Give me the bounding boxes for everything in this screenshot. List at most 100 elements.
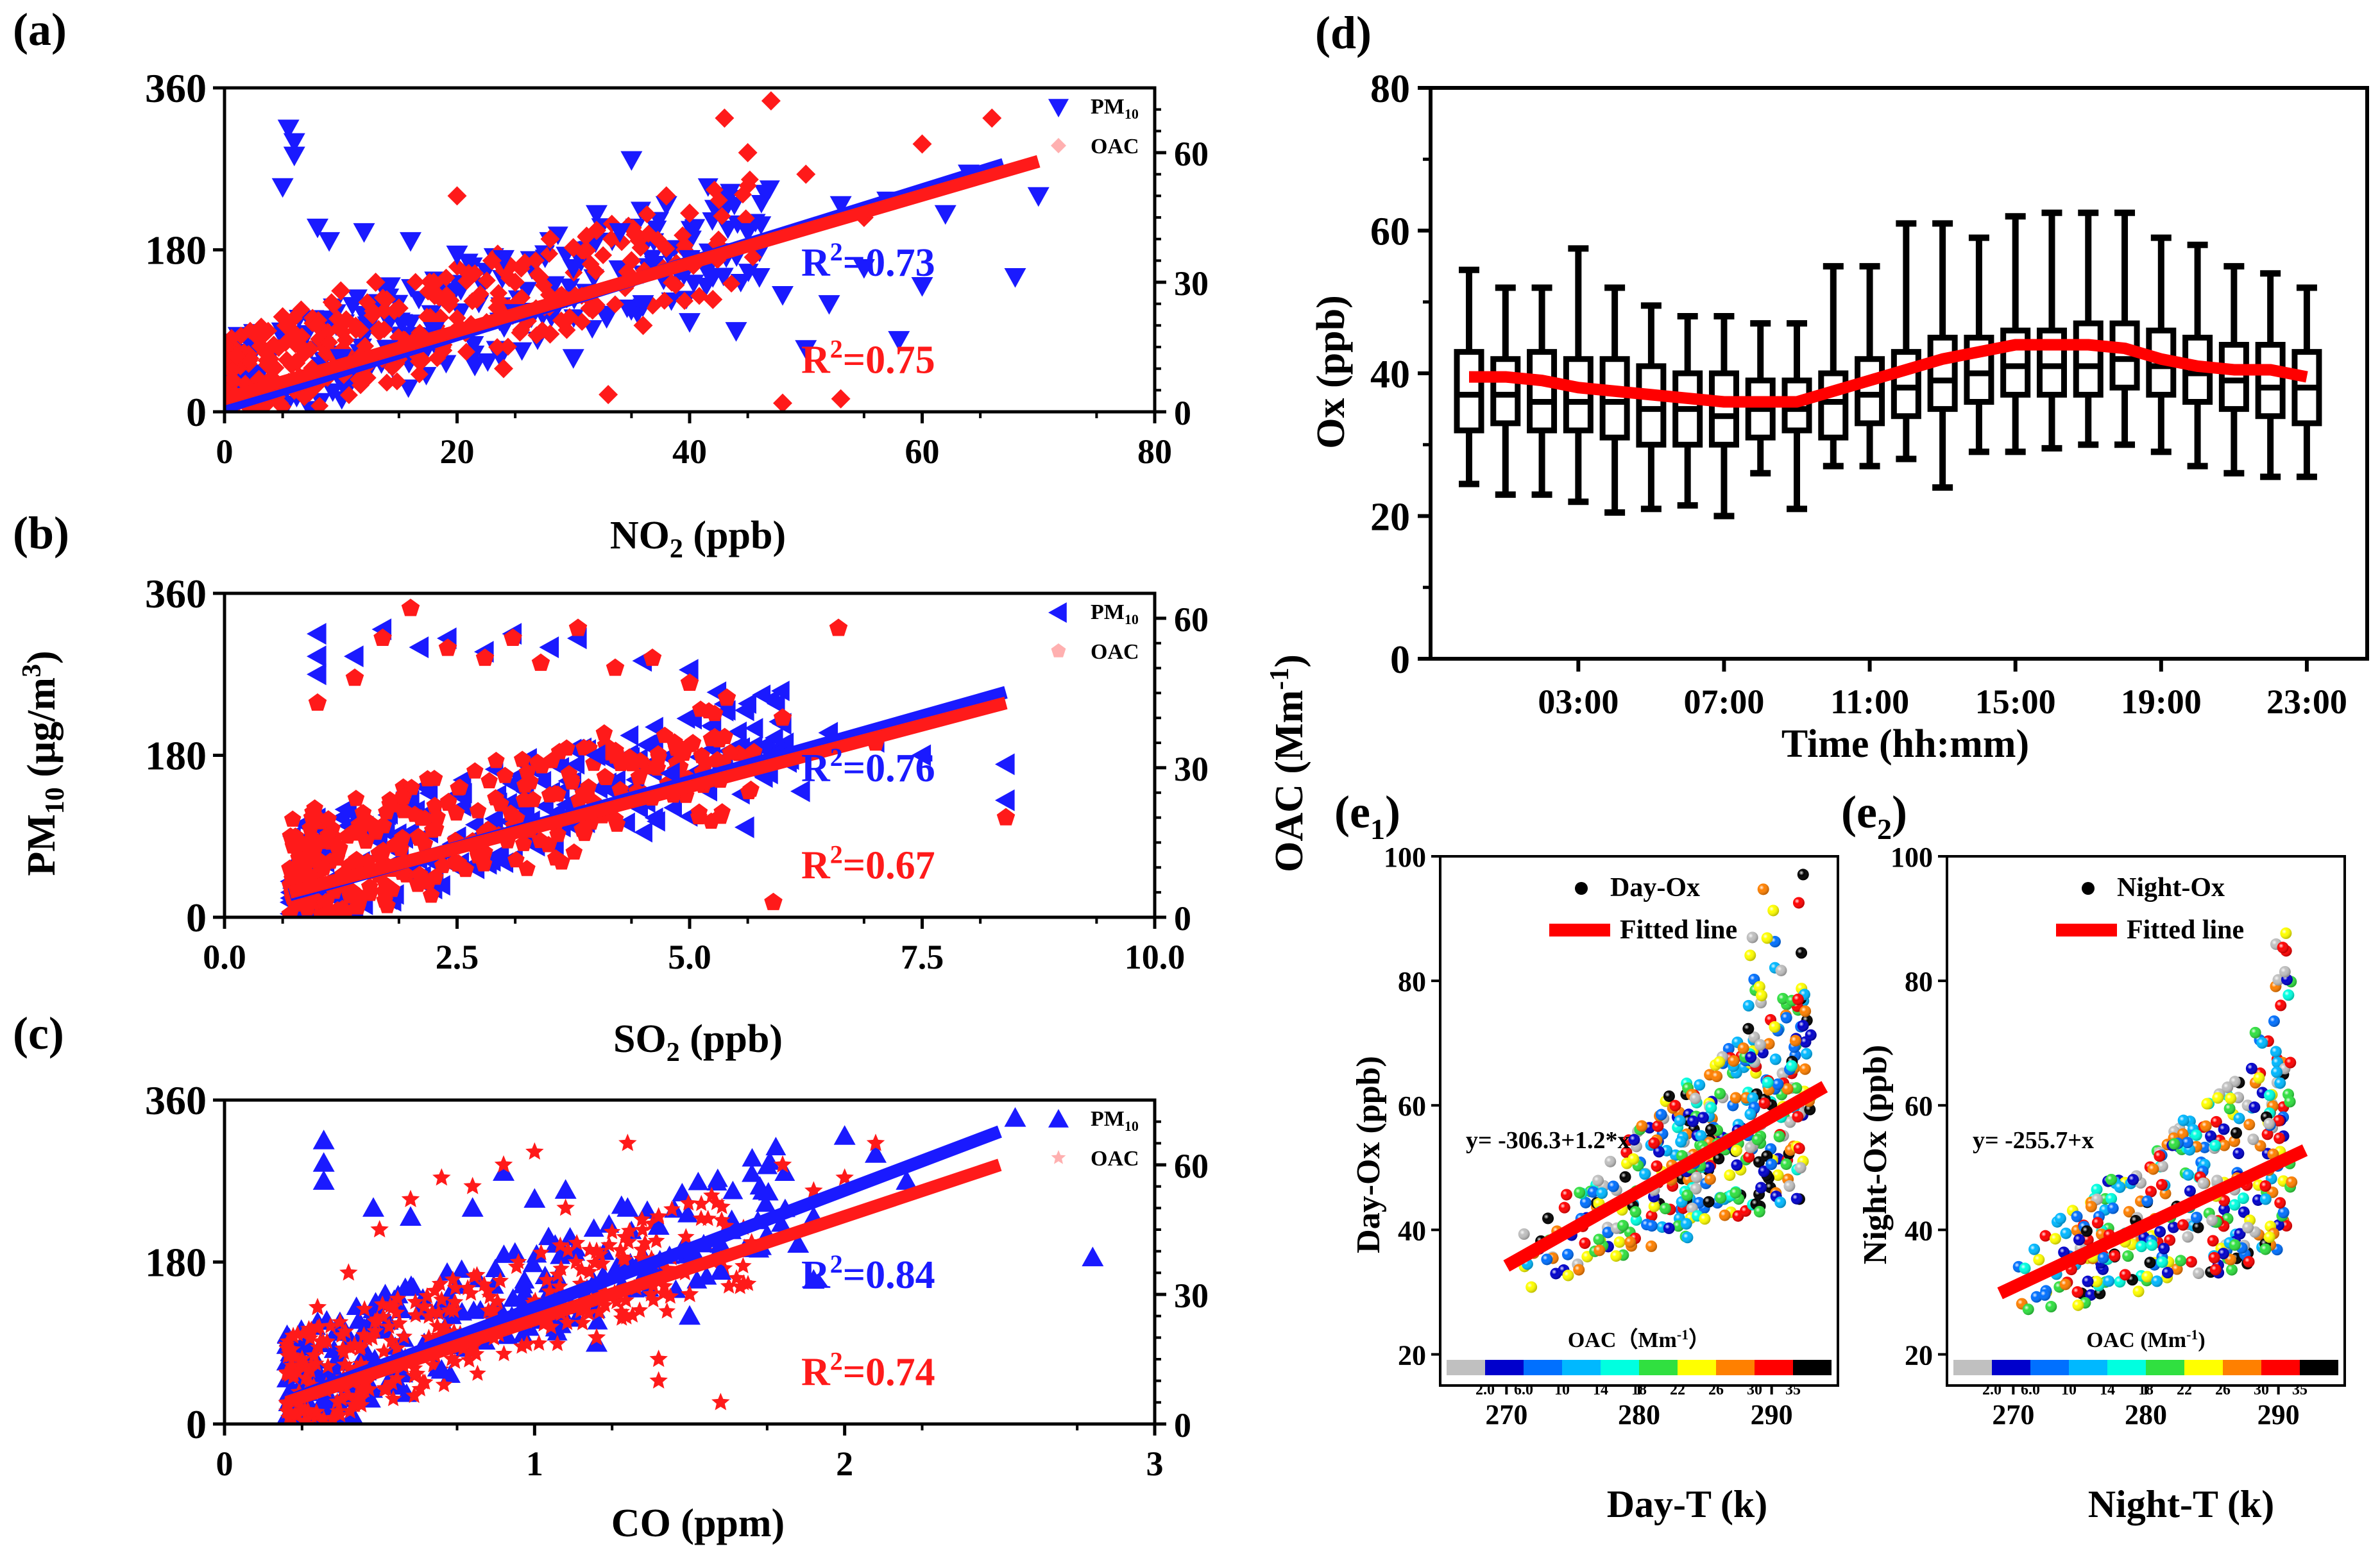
c-pm-point <box>647 1215 670 1235</box>
a-oac-cloud <box>552 311 570 330</box>
a-oac-point <box>354 368 374 387</box>
e1-cbar-title-main: OAC（Mm <box>1568 1327 1677 1352</box>
e1-point-shade <box>1587 1186 1599 1198</box>
e2-point-shade <box>2274 1197 2286 1209</box>
e1-point-shade <box>1613 1236 1626 1248</box>
e1-colorbar-tick: 14 <box>1593 1382 1608 1398</box>
panel-e2-xlabel: Night-T (k) <box>2088 1483 2275 1525</box>
a-r2-label-0: R2=0.73 <box>801 237 935 285</box>
c-oac-cloud <box>309 1319 326 1335</box>
e1-point-shade <box>1773 1130 1785 1142</box>
e1-point-shade <box>1731 1159 1743 1171</box>
a-pm-point <box>493 250 514 270</box>
a-pm-point <box>562 258 584 279</box>
a-r2-value: =0.73 <box>843 241 935 285</box>
e1-point-shade <box>1761 932 1773 944</box>
b-oac-point <box>531 653 550 671</box>
e2-point-shade <box>2147 1163 2159 1175</box>
c-oac-point <box>587 1241 606 1259</box>
e1-point-shade <box>1617 1219 1629 1232</box>
e2-point-shade <box>2145 1185 2157 1198</box>
c-oac-cloud <box>574 1314 591 1330</box>
e2-point-shade <box>2045 1301 2057 1313</box>
b-oac-cloud <box>330 841 348 858</box>
e1-point-shade <box>1636 1120 1648 1132</box>
c-oac-cloud <box>359 1330 376 1347</box>
panel-b: (b) 0.0 2.5 5.0 7.5 10.0018036003060PM10OACR… <box>13 507 1311 1067</box>
e2-point-shade <box>2225 1092 2237 1105</box>
b-oac-cloud <box>406 806 424 822</box>
e2-point-shade <box>2097 1251 2109 1264</box>
e2-point-shade <box>2059 1278 2071 1291</box>
e2-colorbar-swatch <box>2300 1360 2338 1375</box>
a-oac-cloud <box>676 236 694 255</box>
d-xtick-label: 19:00 <box>2121 682 2202 721</box>
a-pm-point <box>888 331 910 351</box>
b-pm-cloud <box>566 754 585 775</box>
a-oac-cloud <box>581 255 600 273</box>
e2-colorbar-swatch <box>2069 1360 2107 1375</box>
e2-point-shade <box>2105 1173 2118 1185</box>
e2-point-shade <box>2277 1207 2290 1219</box>
a-pm-cloud <box>751 194 772 214</box>
c-oac-cloud <box>491 1271 509 1289</box>
a-oac-point <box>831 389 851 409</box>
c-oac-cloud <box>375 1343 393 1359</box>
e2-point-shade <box>2263 1231 2275 1243</box>
c-pm-point <box>787 1233 810 1253</box>
e2-point-shade <box>2270 1046 2282 1058</box>
a-ytick-label: 180 <box>145 228 207 273</box>
c-oac-cloud <box>305 1346 323 1363</box>
b-oac-cloud <box>469 802 487 818</box>
e2-point-shade <box>2238 1206 2250 1218</box>
c-pm-cloud <box>756 1155 778 1174</box>
e2-point-shade <box>2206 1214 2218 1226</box>
e2-colorbar-tick: 2.0 <box>1982 1382 2002 1398</box>
e2-point-shade <box>2144 1257 2156 1269</box>
c-oac-cloud <box>647 1232 665 1248</box>
b-oac-cloud <box>541 786 559 802</box>
e2-colorbar-tick: 6.0 <box>2021 1382 2040 1398</box>
b-r2-r: R <box>801 843 831 887</box>
c-pm-point <box>312 1152 335 1172</box>
b-pm-point <box>995 753 1015 776</box>
e1-point-shade <box>1592 1174 1604 1187</box>
c-oac-cloud <box>333 1326 350 1343</box>
c-oac-cloud <box>656 1277 673 1294</box>
panel-e1: (e1) 20 40 60 80 100 270 280 290 Day-Ox Fitted li… <box>1334 786 1839 1525</box>
c-oac-cloud <box>617 1291 635 1308</box>
a-pm-cloud <box>596 310 617 329</box>
e2-point-shade <box>2156 1160 2168 1173</box>
b-oac-cloud <box>706 704 724 722</box>
e2-point-shade <box>2175 1255 2187 1267</box>
a-pm-point <box>1027 187 1050 207</box>
a-oac-point <box>226 346 246 366</box>
e2-ytick-label: 20 <box>1905 1339 1933 1371</box>
c-oac-point <box>339 1263 358 1281</box>
e2-point-shade <box>2273 1115 2285 1127</box>
panel-b-plot: 0.0 2.5 5.0 7.5 10.0018036003060PM10OACR2=0.… <box>145 571 1209 976</box>
a-oac-cloud <box>310 396 329 412</box>
d-box <box>1855 356 1885 427</box>
c-pm-point <box>400 1206 421 1226</box>
e1-point-shade <box>1562 1269 1574 1282</box>
a-pm-point <box>748 267 770 288</box>
c-pm-cloud <box>513 1275 534 1294</box>
c-oac-point <box>556 1198 575 1216</box>
a-oac-point <box>633 316 653 335</box>
e1-colorbar-tick: 26 <box>1708 1382 1724 1398</box>
c-oac-cloud <box>334 1339 352 1356</box>
b-xtick-label: 10.0 <box>1125 938 1186 976</box>
e1-point-shade <box>1793 1142 1805 1155</box>
c-oac-cloud <box>294 1325 312 1341</box>
b-oac-cloud <box>553 853 570 870</box>
a-oac-cloud <box>421 308 439 326</box>
b-oac-cloud <box>395 788 412 805</box>
a-pm-point <box>702 267 724 288</box>
a-oac-cloud <box>331 318 350 336</box>
a-pm-point <box>283 146 305 167</box>
c-oac-cloud <box>299 1401 317 1418</box>
a-pm-cloud <box>724 196 745 216</box>
b-oac-cloud <box>487 789 504 806</box>
e1-colorbar-tick: 10 <box>1554 1382 1570 1398</box>
